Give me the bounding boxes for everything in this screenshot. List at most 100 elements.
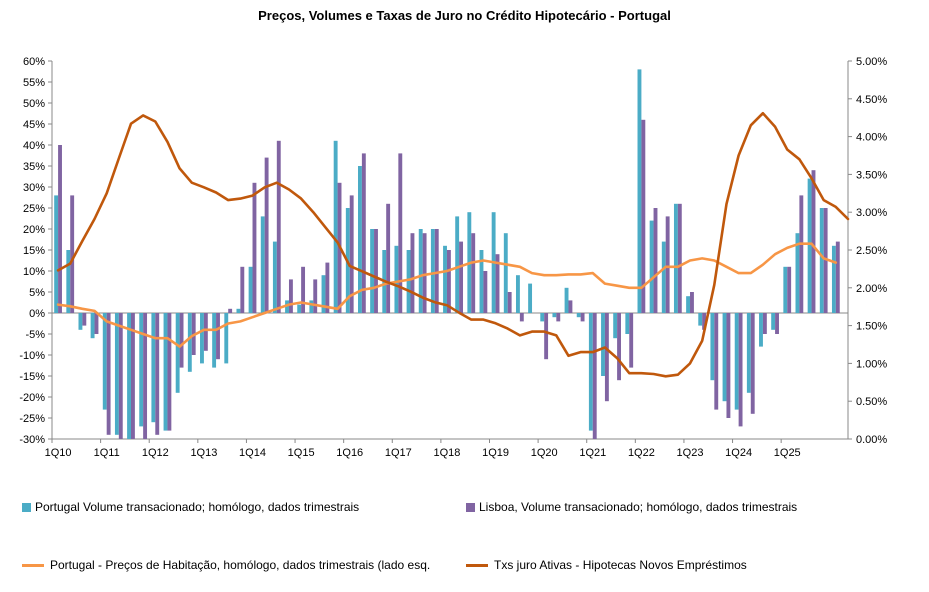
bar-portugal-volume bbox=[771, 313, 776, 330]
bar-lisboa-volume bbox=[459, 241, 464, 313]
right-tick-label: 2.00% bbox=[856, 283, 887, 295]
bar-lisboa-volume bbox=[203, 313, 208, 351]
line-txs-juro bbox=[56, 111, 850, 378]
bar-lisboa-volume bbox=[641, 119, 646, 313]
bar-portugal-volume bbox=[759, 313, 763, 347]
bar-portugal-volume bbox=[114, 313, 119, 435]
bar-lisboa-volume bbox=[228, 308, 233, 313]
bar-portugal-volume bbox=[552, 313, 557, 318]
legend-swatch-lisboa-volume bbox=[466, 502, 475, 512]
bar-lisboa-volume bbox=[690, 292, 694, 313]
right-tick-label: 4.50% bbox=[856, 94, 887, 106]
bar-portugal-volume bbox=[236, 308, 241, 313]
bar-lisboa-volume bbox=[143, 313, 148, 439]
bar-lisboa-volume bbox=[495, 254, 500, 313]
bar-lisboa-volume bbox=[434, 229, 439, 313]
bar-portugal-volume bbox=[722, 313, 727, 402]
bar-portugal-volume bbox=[163, 313, 168, 431]
bar-lisboa-volume bbox=[702, 313, 707, 330]
right-tick-label: 2.50% bbox=[856, 245, 887, 257]
bar-lisboa-volume bbox=[240, 266, 245, 313]
bar-lisboa-volume bbox=[361, 153, 366, 313]
bar-portugal-volume bbox=[272, 241, 277, 313]
legend-swatch-precos bbox=[22, 563, 44, 567]
bar-lisboa-volume bbox=[70, 195, 75, 313]
left-tick-label: -25% bbox=[19, 413, 45, 425]
bar-portugal-volume bbox=[515, 275, 520, 313]
bar-portugal-volume bbox=[54, 195, 59, 313]
bar-portugal-volume bbox=[795, 233, 800, 313]
bar-lisboa-volume bbox=[750, 313, 755, 414]
bar-portugal-volume bbox=[66, 250, 71, 313]
bar-portugal-volume bbox=[503, 233, 508, 313]
bar-lisboa-volume bbox=[580, 313, 585, 322]
bar-portugal-volume bbox=[370, 229, 375, 313]
legend-item-juros: Txs juro Ativas - Hipotecas Novos Emprés… bbox=[466, 558, 747, 572]
bar-portugal-volume bbox=[588, 313, 593, 431]
bar-portugal-volume bbox=[649, 220, 654, 313]
right-tick-label: 3.50% bbox=[856, 169, 887, 181]
bar-portugal-volume bbox=[783, 266, 788, 313]
bar-portugal-volume bbox=[807, 178, 812, 313]
bar-lisboa-volume bbox=[398, 153, 403, 313]
bar-portugal-volume bbox=[601, 313, 605, 376]
x-tick-label: 1Q10 bbox=[45, 447, 72, 459]
left-tick-label: 60% bbox=[23, 56, 45, 68]
left-tick-label: 5% bbox=[29, 287, 45, 299]
left-tick-label: 25% bbox=[23, 203, 45, 215]
bar-portugal-volume bbox=[187, 313, 192, 372]
bar-lisboa-volume bbox=[422, 233, 427, 313]
bar-lisboa-volume bbox=[82, 313, 87, 326]
bar-portugal-volume bbox=[224, 313, 229, 364]
bar-lisboa-volume bbox=[167, 313, 172, 431]
bar-portugal-volume bbox=[333, 140, 338, 313]
bar-lisboa-volume bbox=[787, 266, 792, 313]
bar-portugal-volume bbox=[127, 313, 131, 439]
bar-lisboa-volume bbox=[617, 313, 621, 381]
left-tick-label: 20% bbox=[23, 224, 45, 236]
bar-portugal-volume bbox=[673, 203, 678, 313]
bar-portugal-volume bbox=[175, 313, 180, 393]
bar-portugal-volume bbox=[540, 313, 545, 322]
x-tick-label: 1Q12 bbox=[142, 447, 169, 459]
bar-lisboa-volume bbox=[799, 195, 804, 313]
left-tick-label: 45% bbox=[23, 119, 45, 131]
bar-lisboa-volume bbox=[471, 233, 476, 313]
bar-lisboa-volume bbox=[604, 313, 609, 402]
bar-portugal-volume bbox=[479, 250, 484, 313]
bar-lisboa-volume bbox=[677, 203, 682, 313]
legend-label-portugal-volume: Portugal Volume transacionado; homólogo,… bbox=[35, 500, 360, 514]
bar-lisboa-volume bbox=[592, 313, 597, 439]
left-tick-label: -5% bbox=[25, 329, 45, 341]
bar-portugal-volume bbox=[455, 216, 460, 313]
bar-lisboa-volume bbox=[544, 313, 549, 360]
bar-portugal-volume bbox=[576, 313, 581, 318]
left-tick-label: -30% bbox=[19, 434, 45, 446]
right-tick-label: 1.00% bbox=[856, 358, 887, 370]
left-tick-label: -20% bbox=[19, 392, 45, 404]
right-tick-label: 3.00% bbox=[856, 207, 887, 219]
x-tick-label: 1Q13 bbox=[190, 447, 217, 459]
left-tick-label: -15% bbox=[19, 371, 45, 383]
bar-portugal-volume bbox=[637, 69, 642, 314]
bar-portugal-volume bbox=[321, 275, 326, 313]
x-tick-label: 1Q20 bbox=[531, 447, 558, 459]
legend-item-precos: Portugal - Preços de Habitação, homólogo… bbox=[22, 558, 430, 572]
bar-lisboa-volume bbox=[118, 313, 123, 439]
bar-portugal-volume bbox=[418, 229, 423, 313]
bar-lisboa-volume bbox=[507, 292, 512, 313]
right-tick-label: 0.00% bbox=[856, 434, 887, 446]
legend-swatch-portugal-volume bbox=[22, 502, 31, 512]
x-tick-label: 1Q14 bbox=[239, 447, 266, 459]
legend-label-lisboa-volume: Lisboa, Volume transacionado; homólogo, … bbox=[479, 500, 798, 514]
legend-item-lisboa-volume: Lisboa, Volume transacionado; homólogo, … bbox=[466, 500, 797, 514]
bar-lisboa-volume bbox=[325, 262, 330, 313]
bar-lisboa-volume bbox=[386, 203, 391, 313]
bar-portugal-volume bbox=[212, 313, 217, 368]
x-tick-label: 1Q17 bbox=[385, 447, 412, 459]
bar-lisboa-volume bbox=[179, 313, 184, 368]
bar-lisboa-volume bbox=[216, 313, 220, 360]
bar-portugal-volume bbox=[443, 245, 447, 313]
bar-portugal-volume bbox=[102, 313, 107, 410]
